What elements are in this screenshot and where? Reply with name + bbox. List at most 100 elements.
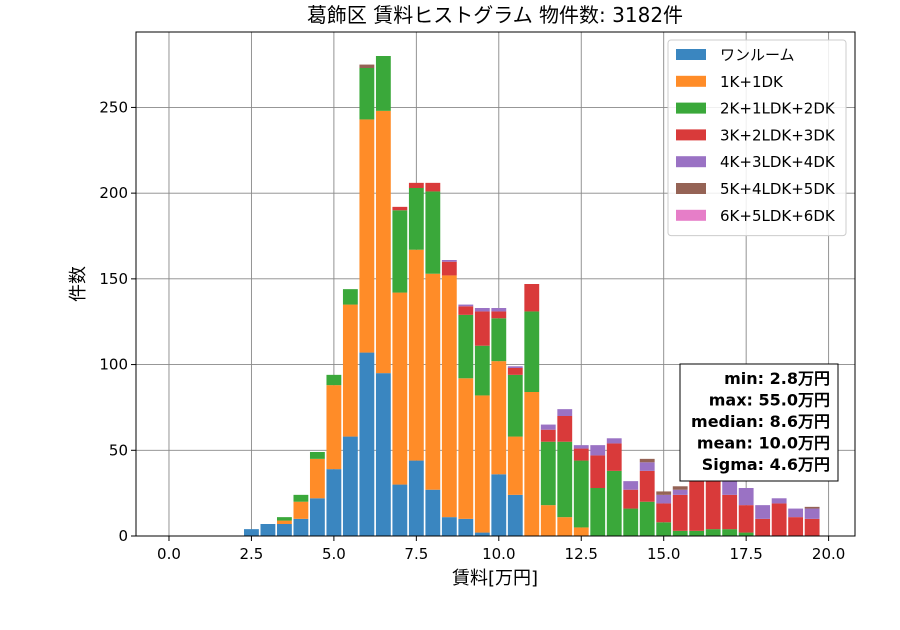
x-tick-label: 20.0 [812,545,845,563]
bar-segment [359,64,375,68]
bar-segment [326,469,342,536]
bar-segment [491,474,507,536]
legend-entry: 6K+5LDK+6DK [720,207,836,225]
bar-segment [623,508,639,536]
bar-segment [375,373,391,536]
x-axis: 0.0 2.5 5.0 7.5 10.0 12.5 15.0 17.5 20.0 [157,536,845,563]
y-tick-label: 50 [109,441,128,459]
bar-segment [771,498,787,504]
bar-segment [804,508,820,519]
x-tick-label: 0.0 [157,545,181,563]
stats-line: median: 8.6万円 [691,412,830,431]
stats-line: Sigma: 4.6万円 [702,455,830,474]
y-tick-label: 150 [99,270,128,288]
legend-swatch [676,129,706,141]
bar-segment [441,261,457,276]
bar-segment [788,508,804,518]
stats-line: max: 55.0万円 [709,391,830,410]
legend-swatch [676,183,706,194]
bar-segment [458,378,474,519]
bar-segment [639,501,655,536]
bar-segment [491,311,507,319]
bar-segment [590,488,606,536]
bar-segment [788,517,804,536]
bar-segment [408,460,424,536]
bar-segment [557,517,573,536]
x-tick-label: 10.0 [482,545,515,563]
bar-segment [656,491,672,495]
bar-segment [606,438,622,444]
bar-segment [474,311,490,346]
stats-box: min: 2.8万円 max: 55.0万円 median: 8.6万円 mean: … [679,363,839,482]
x-tick-label: 12.5 [565,545,598,563]
bar-segment [623,489,639,509]
bar-segment [524,284,540,312]
bar-segment [804,506,820,509]
legend-swatch [676,49,706,60]
bar-segment [276,520,292,524]
bar-segment [507,494,523,536]
bar-segment [441,275,457,518]
bar-segment [672,530,688,536]
bar-segment [656,503,672,523]
bar-segment [359,119,375,353]
legend-entry: 2K+1LDK+2DK [720,100,836,118]
bar-segment [309,458,325,499]
y-axis-label: 件数 [68,266,89,302]
bar-segment [392,484,408,536]
bar-segment [524,311,540,392]
bar-segment [540,424,556,430]
bar-segment [359,68,375,120]
bar-segment [606,470,622,536]
bar-segment [507,368,523,375]
legend: ワンルーム 1K+1DK 2K+1LDK+2DK 3K+2LDK+3DK 4K+3LDK… [667,39,847,237]
bar-segment [656,522,672,536]
bar-segment [590,455,606,488]
bar-segment [639,462,655,471]
bar-segment [425,273,441,490]
stats-line: mean: 10.0万円 [697,434,830,453]
bar-segment [672,486,688,490]
x-tick-label: 2.5 [240,545,264,563]
bar-segment [491,361,507,475]
bar-segment [458,306,474,315]
bar-segment [326,374,342,386]
bar-segment [375,110,391,374]
bar-segment [244,529,259,536]
bar-segment [408,249,424,461]
bar-segment [276,524,292,536]
bar-segment [293,501,309,519]
bar-segment [425,191,441,274]
bar-segment [342,304,358,437]
y-tick-label: 100 [99,356,128,374]
bar-segment [804,518,820,536]
bar-segment [458,518,474,536]
bar-segment [342,289,358,305]
bar-segment [474,395,490,533]
stats-line: min: 2.8万円 [724,369,830,388]
bar-segment [293,494,309,502]
bar-segment [623,481,639,490]
legend-swatch [676,75,706,87]
bar-segment [540,505,556,536]
bar-segment [738,532,754,536]
bar-segment [755,505,771,519]
legend-swatch [676,102,706,114]
bar-segment [392,210,408,293]
legend-entry: 5K+4LDK+5DK [720,180,836,198]
stats-box-frame [679,363,839,482]
bar-segment [672,494,688,531]
bar-segment [573,460,589,528]
bar-segment [474,308,490,312]
bar-segment [573,448,589,461]
legend-swatch [676,209,706,221]
bar-segment [656,494,672,504]
bar-segment [722,529,738,536]
bar-segment [689,530,705,536]
bar-segment [408,188,424,250]
legend-entry: ワンルーム [720,46,795,64]
bar-segment [458,314,474,379]
x-tick-label: 7.5 [404,545,428,563]
bar-segment [260,524,276,536]
legend-box [667,39,847,237]
